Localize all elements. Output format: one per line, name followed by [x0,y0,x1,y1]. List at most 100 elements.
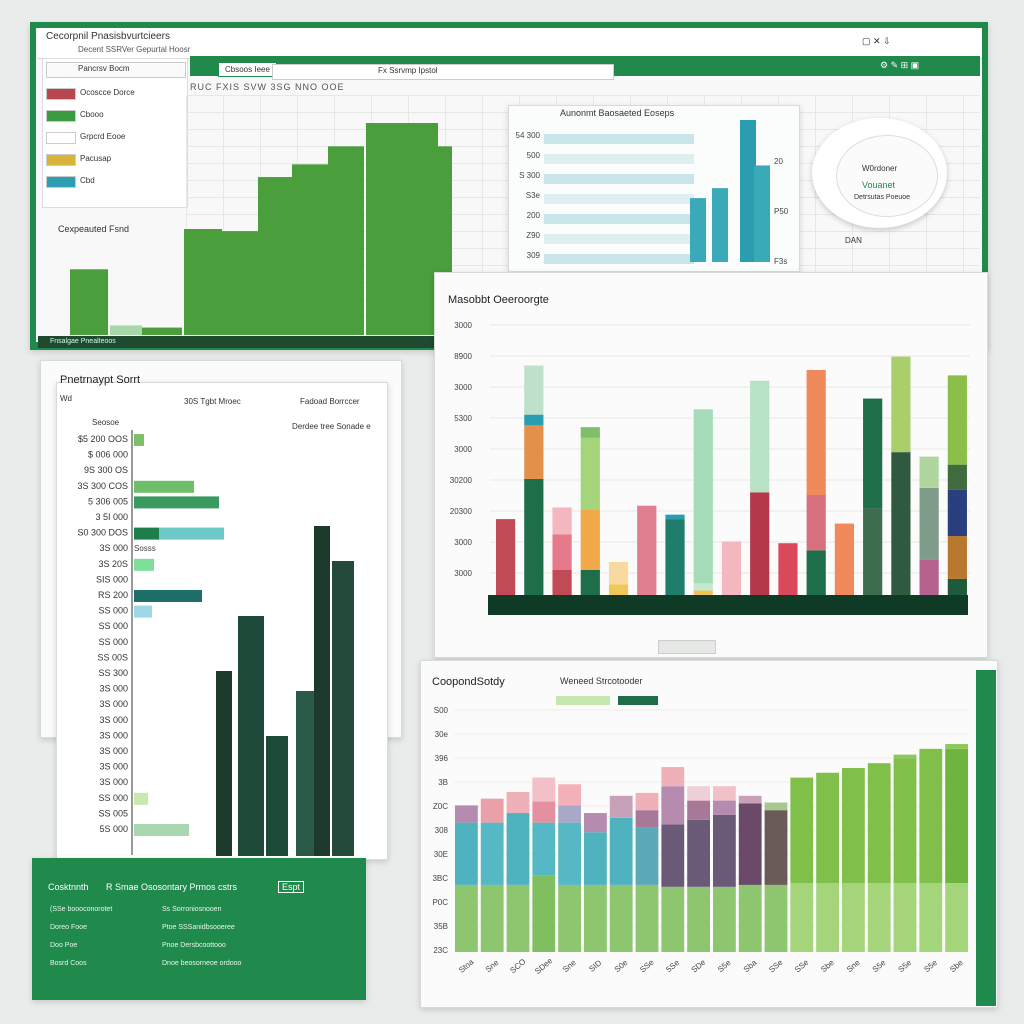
note-panel [32,858,366,1000]
y-tick-label: S0 300 DOS [77,528,128,538]
note-title: Cosktnnth [48,882,89,892]
bar-segment [506,884,530,952]
y-tick-label: SS 300 [98,668,128,678]
row-label: Cexpeauted Fsnd [58,224,130,234]
gauge-sub: Detrsutas Poeuoe [854,194,911,201]
y-tick-label: 30200 [450,476,473,485]
x-tick-label: SCO [508,957,527,975]
window-controls[interactable]: ▢ ✕ ⇩ [862,36,891,46]
status-text: Fnsalgae Pnealteoos [50,338,116,345]
bar-segment [532,801,556,823]
gauge-title: W0rdoner [862,164,898,173]
vbar [238,616,264,856]
gauge-value: Vouanet [862,180,896,190]
y-tick-label: 3S 000 [99,777,128,787]
bar-segment [790,883,814,952]
bar-segment [738,803,762,885]
vbar [332,561,354,856]
y-tick-label: SS 000 [98,793,128,803]
bar-segment [480,798,504,823]
legend-label: Grpcrd Eooe [80,132,126,141]
legend-label: Ocoscce Dorce [80,88,135,97]
x-tick-label: S0e [613,958,630,974]
bar-segment [480,822,504,885]
y-tick-label: 3S 000 [99,746,128,756]
y-tick-label: SS 005 [98,808,128,818]
bar-segment [687,886,710,952]
bar [222,231,258,335]
bar [328,146,364,335]
bar-segment [687,819,710,887]
bar-segment [693,583,713,591]
vbar [314,526,330,856]
x-tick-label: S5e [716,958,733,974]
chart-inset: 54 300 500 S 300 S3e 200 Z90 309 20 P50 F3s [516,120,789,266]
bar-segment [945,883,968,952]
bar-segment [919,748,943,883]
bar-segment [947,536,967,579]
bar [110,325,142,335]
y-tick-label: $5 200 OOS [78,434,128,444]
quick-access[interactable]: ⚙ ✎ ⊞ ▣ [880,60,920,70]
y-tick-label: 3S 000 [99,730,128,740]
formula-input[interactable] [272,64,614,80]
side-search[interactable] [46,62,186,78]
y-tick-label: P0C [432,898,448,907]
band [544,134,694,144]
legend-swatch [46,176,76,188]
mid-scrollbar[interactable] [658,640,716,654]
bar-segment [496,519,516,595]
bar-segment [693,590,713,595]
bar-segment [893,754,917,759]
note-badge[interactable]: Espt [278,881,305,893]
x-tick-label: S5e [922,958,939,974]
bar-segment [947,489,967,537]
y-tick-label: S3e [526,191,541,200]
bar-segment [738,795,762,804]
left-legend: Derdee tree Sonade e [292,422,371,431]
tab-active[interactable]: Cbsoos Ieee [218,62,277,77]
gauge-footer: DAN [845,236,862,245]
note-row-right: Dnoe beosorneoe ordooo [162,960,242,967]
bar-segment [609,817,633,885]
x-axis-band [488,595,968,615]
vbar [216,671,232,856]
bar-segment [713,786,736,801]
bar [142,327,182,335]
y-tick-label: 3S 000 [99,684,128,694]
y-tick-label: S00 [434,706,449,715]
bar-segment [635,884,659,952]
bar-segment [764,810,788,885]
bar-segment [816,772,839,883]
y-tick-label: 309 [527,251,541,260]
hbar [134,792,148,805]
side-search-text: Pancrsv Bocm [78,64,130,73]
y-tick-label: SS 000 [98,621,128,631]
note-row-left: Doo Poe [50,942,78,949]
bar-segment [506,813,530,885]
note-row-right: Pnoe Dersbcoottooo [162,942,226,949]
bar-segment [580,570,600,595]
y-tick-label: Z90 [526,231,540,240]
bar-segment [524,414,544,426]
bar-segment [455,822,478,885]
x-tick-label: Sbe [819,958,836,974]
y-tick-label: 3S 000 [99,699,128,709]
x-tick-label: Sne [845,958,862,974]
x-tick-label: Sba [742,958,759,974]
bar [70,269,108,335]
bar [366,123,404,335]
y-tick-label: 200 [527,211,541,220]
y-tick-label: 20300 [450,507,473,516]
bar-segment [524,478,544,595]
bar-segment [524,365,544,415]
y-tick-label: 308 [435,826,449,835]
left-header-mid: 30S Tgbt Mroec [184,397,241,406]
legend-swatch [46,88,76,100]
bar-segment [661,824,685,887]
bar-segment [713,800,736,815]
y-tick-label: F3s [774,257,787,266]
bar-segment [806,495,826,551]
y-tick-label: 30E [434,850,448,859]
bar-segment [738,884,762,952]
